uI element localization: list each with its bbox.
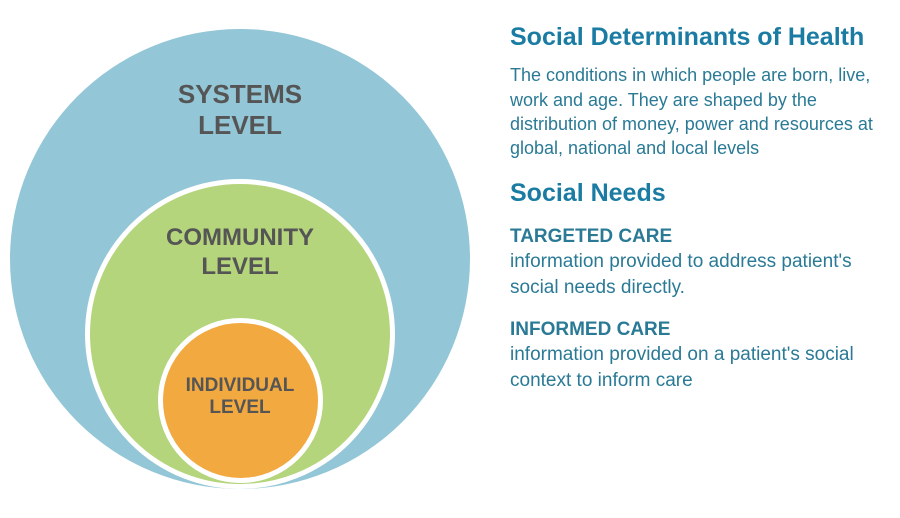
sub-informed-care-body: information provided on a patient's soci… xyxy=(510,344,854,391)
heading-social-determinants: Social Determinants of Health xyxy=(510,22,880,53)
heading-social-needs: Social Needs xyxy=(510,178,880,209)
sub-targeted-care-body: information provided to address patient'… xyxy=(510,251,852,298)
body-social-determinants: The conditions in which people are born,… xyxy=(510,63,880,160)
text-panel: Social Determinants of Health The condit… xyxy=(510,22,880,394)
block-informed-care: INFORMED CARE information provided on a … xyxy=(510,317,880,394)
nested-circle-diagram: SYSTEMS LEVEL COMMUNITY LEVEL INDIVIDUAL… xyxy=(0,0,480,518)
sub-informed-care-title: INFORMED CARE xyxy=(510,319,670,340)
sub-targeted-care-title: TARGETED CARE xyxy=(510,226,672,247)
block-targeted-care: TARGETED CARE information provided to ad… xyxy=(510,224,880,301)
circle-individual-label: INDIVIDUAL LEVEL xyxy=(186,375,295,478)
circle-individual-level: INDIVIDUAL LEVEL xyxy=(158,318,323,483)
